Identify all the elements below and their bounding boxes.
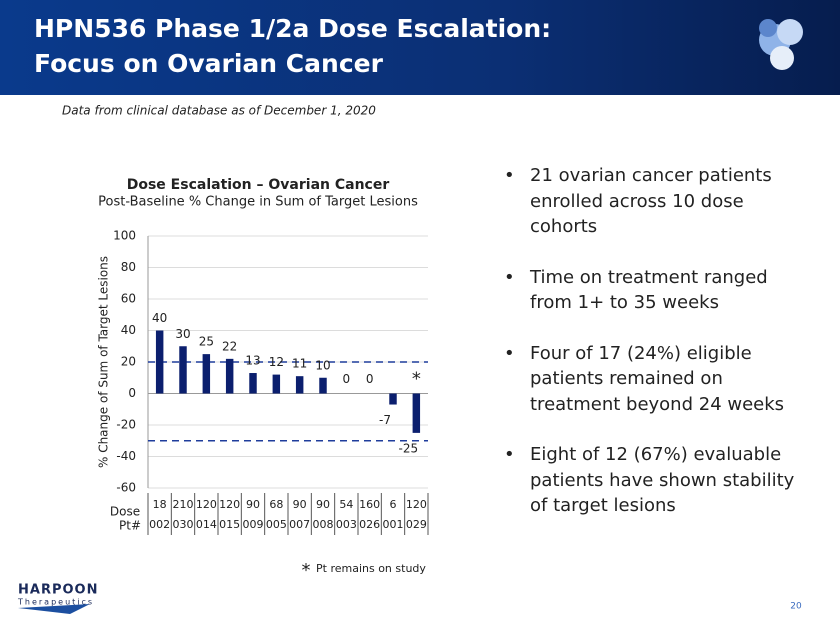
dose-cell: 18	[153, 498, 167, 511]
study-marker: *	[412, 369, 421, 390]
x-tick-label: 030	[173, 518, 194, 531]
dose-cell: 120	[196, 498, 217, 511]
slide-title: HPN536 Phase 1/2a Dose Escalation:	[34, 14, 551, 43]
x-tick-label: 007	[289, 518, 310, 531]
bar	[412, 393, 421, 433]
y-tick-label: 80	[121, 260, 136, 274]
slide-title: Focus on Ovarian Cancer	[34, 49, 384, 78]
bullet: 21 ovarian cancer patients enrolled acro…	[502, 163, 802, 240]
y-tick-label: 100	[113, 229, 136, 243]
data-label: 22	[222, 339, 237, 353]
bar	[295, 376, 304, 394]
data-label: 0	[343, 372, 351, 386]
footer-logo	[18, 604, 90, 614]
bar	[225, 358, 234, 394]
y-tick-label: 40	[121, 323, 136, 337]
y-tick-label: 60	[121, 292, 136, 306]
legend-marker: *	[302, 560, 311, 581]
y-tick-label: 0	[128, 386, 136, 400]
dose-cell: 90	[293, 498, 307, 511]
x-tick-label: 026	[359, 518, 380, 531]
bar	[389, 393, 397, 405]
data-label: -25	[399, 441, 419, 455]
bar	[272, 374, 281, 394]
chart-title: Dose Escalation – Ovarian Cancer	[127, 177, 390, 193]
data-label: 10	[315, 358, 330, 372]
y-tick-label: 20	[121, 355, 136, 369]
header-logo	[759, 19, 803, 70]
bar	[249, 373, 257, 394]
x-tick-label: 009	[243, 518, 264, 531]
data-label: 0	[366, 372, 374, 386]
data-label: 13	[245, 354, 260, 368]
data-label: 12	[269, 355, 284, 369]
x-tick-label: 005	[266, 518, 287, 531]
page-number: 20	[790, 602, 802, 612]
x-tick-label: 008	[313, 518, 334, 531]
dose-cell: 54	[339, 498, 353, 511]
y-tick-label: -60	[116, 481, 136, 495]
dose-row-label: Dose	[110, 505, 140, 519]
bar	[179, 346, 187, 394]
bullet: Time on treatment ranged from 1+ to 35 w…	[502, 265, 802, 316]
dose-cell: 6	[390, 498, 397, 511]
x-tick-label: 002	[149, 518, 170, 531]
bullet: Eight of 12 (67%) evaluable patients hav…	[502, 442, 802, 519]
pt-row-label: Pt#	[119, 519, 141, 533]
data-label: 25	[199, 335, 214, 349]
data-label: 40	[152, 311, 167, 325]
dose-cell: 120	[406, 498, 427, 511]
chart-subtitle: Post-Baseline % Change in Sum of Target …	[98, 195, 418, 210]
footer-logo-sub: Therapeutics	[17, 598, 94, 607]
data-label: 30	[175, 327, 190, 341]
data-label: 11	[292, 357, 307, 371]
y-axis-label: % Change of Sum of Target Lesions	[97, 256, 111, 468]
dose-cell: 210	[173, 498, 194, 511]
dose-cell: 68	[269, 498, 283, 511]
x-tick-label: 014	[196, 518, 217, 531]
dose-cell: 90	[316, 498, 330, 511]
dose-cell: 120	[219, 498, 240, 511]
x-tick-label: 029	[406, 518, 427, 531]
bar	[155, 330, 164, 394]
data-label: -7	[379, 413, 391, 427]
legend-label: Pt remains on study	[316, 562, 426, 575]
bar	[319, 377, 327, 394]
bar	[202, 354, 211, 394]
dose-cell: 90	[246, 498, 260, 511]
bullet: Four of 17 (24%) eligible patients remai…	[502, 341, 802, 418]
y-tick-label: -20	[116, 418, 136, 432]
dose-cell: 160	[359, 498, 380, 511]
x-tick-label: 015	[219, 518, 240, 531]
x-tick-label: 001	[383, 518, 404, 531]
x-tick-label: 003	[336, 518, 357, 531]
y-tick-label: -40	[116, 449, 136, 463]
bullet-list: 21 ovarian cancer patients enrolled acro…	[502, 163, 802, 544]
header-band	[0, 0, 840, 95]
footer-logo-text: HARPOON	[18, 583, 98, 598]
data-note: Data from clinical database as of Decemb…	[62, 104, 376, 118]
